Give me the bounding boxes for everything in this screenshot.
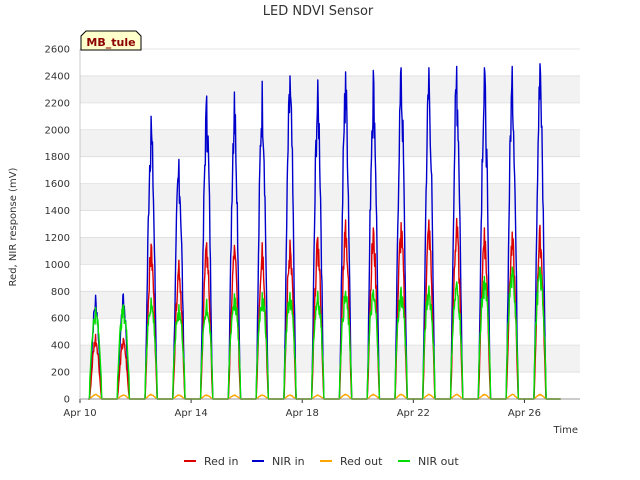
y-tick-label: 1000 <box>45 260 70 271</box>
legend-label: NIR out <box>418 455 459 468</box>
x-tick-label: Apr 26 <box>508 408 541 419</box>
series-line-nir-out <box>88 266 561 400</box>
series-layer <box>88 63 561 400</box>
y-tick-label: 1800 <box>45 152 70 163</box>
y-tick-label: 2000 <box>45 125 70 136</box>
y-tick-label: 2400 <box>45 71 70 82</box>
axes: 0 200 400 600 800 1000 1200 1400 1600 1800 2000 220… <box>45 45 580 419</box>
chart-title: LED NDVI Sensor <box>263 4 374 19</box>
legend-label: NIR in <box>272 455 305 468</box>
plot-band <box>80 345 580 373</box>
series-line-red-out <box>88 393 561 400</box>
legend: Red in NIR in Red out NIR out <box>184 455 459 468</box>
y-tick-label: 0 <box>64 395 70 406</box>
x-tick-label: Apr 14 <box>175 408 208 419</box>
y-tick-label: 2200 <box>45 98 70 109</box>
y-axis-label: Red, NIR response (mV) <box>8 167 19 286</box>
plot-band <box>80 291 580 319</box>
y-tick-label: 1600 <box>45 179 70 190</box>
series-line-nir-in <box>88 63 561 400</box>
y-tick-label: 800 <box>51 287 70 298</box>
plot-area <box>80 49 580 399</box>
plot-background <box>80 49 580 399</box>
x-axis-label: Time <box>553 425 578 436</box>
site-badge: MB_tule <box>80 30 142 51</box>
site-badge-label: MB_tule <box>86 36 135 49</box>
plot-band <box>80 237 580 265</box>
legend-label: Red in <box>204 455 238 468</box>
x-tick-label: Apr 10 <box>63 408 96 419</box>
x-tick-label: Apr 18 <box>286 408 319 419</box>
y-tick-label: 600 <box>51 314 70 325</box>
plot-band <box>80 75 580 103</box>
y-tick-label: 1200 <box>45 233 70 244</box>
y-tick-label: 1400 <box>45 206 70 217</box>
x-tick-label: Apr 22 <box>397 408 430 419</box>
plot-band <box>80 129 580 157</box>
plot-band <box>80 183 580 211</box>
legend-label: Red out <box>340 455 383 468</box>
y-tick-label: 400 <box>51 341 70 352</box>
y-tick-label: 200 <box>51 368 70 379</box>
y-tick-label: 2600 <box>45 45 70 56</box>
site-badge-box <box>80 30 142 51</box>
